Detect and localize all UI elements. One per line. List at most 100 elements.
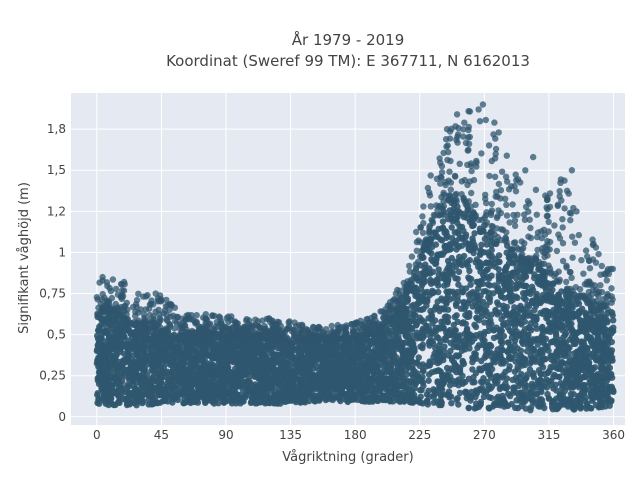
data-point [252, 381, 259, 388]
data-point [460, 252, 468, 260]
data-point [499, 346, 506, 354]
data-point [527, 407, 534, 414]
data-point [209, 381, 216, 388]
data-point [344, 378, 351, 385]
data-point [519, 338, 527, 345]
data-point [474, 308, 481, 315]
data-point [408, 341, 415, 348]
data-point [506, 270, 513, 278]
data-point [604, 360, 612, 367]
data-point [549, 400, 556, 407]
data-point [313, 363, 320, 370]
data-point [453, 302, 460, 309]
data-point [497, 360, 505, 367]
data-point [490, 327, 498, 334]
data-point [528, 355, 536, 362]
data-point [389, 349, 396, 356]
data-point [545, 319, 553, 326]
plot-area [71, 93, 625, 425]
data-point [582, 355, 590, 363]
data-point [181, 399, 188, 407]
data-point [571, 398, 578, 405]
data-point [495, 309, 503, 316]
data-point [421, 278, 429, 285]
data-point [358, 359, 365, 367]
data-point [454, 318, 461, 325]
data-point [415, 354, 422, 361]
data-point [318, 350, 325, 358]
data-point [332, 354, 339, 361]
data-point [434, 378, 441, 385]
data-point [397, 361, 405, 368]
data-point [598, 344, 606, 352]
data-point [446, 382, 454, 389]
data-point [124, 345, 131, 352]
data-point [494, 299, 501, 306]
data-point [524, 301, 531, 309]
data-point [111, 369, 118, 376]
data-point [115, 392, 122, 399]
data-point [416, 299, 423, 307]
data-point [199, 351, 206, 359]
data-point [485, 327, 492, 335]
data-point [455, 268, 463, 275]
data-point [265, 363, 272, 370]
data-point [215, 400, 222, 407]
data-point [508, 334, 516, 341]
data-point [326, 364, 334, 372]
data-point [250, 391, 257, 398]
data-point [543, 376, 550, 383]
data-point [235, 357, 243, 364]
data-point [538, 388, 545, 396]
data-point [580, 317, 587, 325]
data-point [409, 312, 417, 319]
data-point [135, 389, 143, 396]
data-point [540, 339, 547, 347]
data-point [376, 387, 383, 395]
data-point [494, 284, 502, 291]
data-point [431, 317, 439, 324]
data-point [466, 297, 473, 304]
data-point [609, 387, 617, 394]
data-point [569, 384, 577, 391]
data-point [511, 253, 518, 260]
data-point [479, 384, 486, 392]
data-point [202, 369, 210, 376]
data-point [438, 318, 445, 325]
data-point [477, 268, 484, 275]
data-point [516, 273, 523, 280]
data-point [484, 273, 491, 280]
data-point [136, 354, 143, 362]
data-point [231, 379, 238, 386]
data-point [498, 316, 505, 323]
data-point [352, 382, 360, 389]
data-point [435, 367, 442, 374]
data-point [587, 315, 595, 322]
data-point [502, 285, 510, 293]
data-point [455, 297, 462, 305]
data-point [468, 392, 475, 400]
data-point [432, 303, 440, 310]
data-point [458, 223, 466, 231]
data-point [443, 300, 450, 307]
data-point [159, 398, 166, 405]
data-point [492, 255, 499, 262]
data-point [500, 302, 507, 309]
data-point [578, 340, 585, 347]
data-point [471, 379, 478, 386]
data-point [451, 290, 459, 298]
data-point [472, 323, 480, 331]
data-point [363, 388, 370, 395]
data-point [445, 331, 452, 339]
data-point [303, 383, 310, 391]
data-point [467, 281, 474, 288]
data-point [171, 331, 178, 339]
data-point [432, 260, 439, 268]
data-point [483, 312, 491, 320]
data-point [530, 370, 537, 377]
data-point [574, 375, 581, 383]
data-point [465, 274, 472, 281]
data-point [516, 332, 524, 339]
data-point [503, 308, 510, 315]
data-point [491, 401, 498, 408]
